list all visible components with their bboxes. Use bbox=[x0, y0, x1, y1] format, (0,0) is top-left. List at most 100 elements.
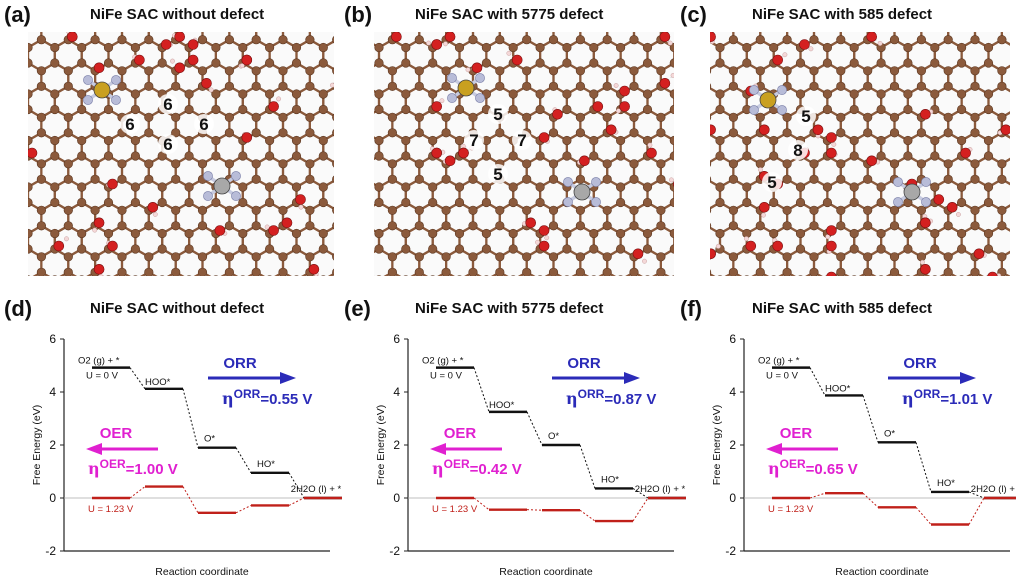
carbon-atom bbox=[877, 136, 886, 145]
carbon-atom bbox=[810, 35, 819, 44]
oxygen-atom bbox=[920, 264, 930, 274]
hydrogen-atom bbox=[93, 228, 97, 232]
carbon-atom bbox=[64, 175, 73, 184]
carbon-atom bbox=[931, 229, 940, 238]
carbon-atom bbox=[509, 152, 518, 161]
carbon-atom bbox=[810, 67, 819, 76]
carbon-atom bbox=[576, 82, 585, 91]
nitrogen-atom bbox=[111, 95, 120, 104]
nitrogen-atom bbox=[921, 177, 930, 186]
carbon-atom bbox=[957, 229, 966, 238]
carbon-atom bbox=[716, 198, 725, 207]
carbon-atom bbox=[630, 160, 639, 169]
carbon-atom bbox=[118, 35, 127, 44]
carbon-atom bbox=[482, 245, 491, 254]
carbon-atom bbox=[212, 152, 221, 161]
carbon-atom bbox=[549, 160, 558, 169]
carbon-atom bbox=[306, 160, 315, 169]
carbon-atom bbox=[388, 129, 397, 138]
y-tick-label: 4 bbox=[393, 385, 400, 399]
carbon-atom bbox=[743, 198, 752, 207]
oxygen-atom bbox=[215, 226, 225, 236]
nitrogen-atom bbox=[777, 105, 786, 114]
carbon-atom bbox=[877, 229, 886, 238]
carbon-atom bbox=[131, 43, 140, 52]
carbon-atom bbox=[37, 35, 46, 44]
oxygen-atom bbox=[710, 249, 716, 259]
carbon-atom bbox=[810, 268, 819, 276]
carbon-atom bbox=[549, 175, 558, 184]
orr-label: ORR bbox=[223, 355, 257, 372]
carbon-atom bbox=[428, 59, 437, 68]
carbon-atom bbox=[265, 152, 274, 161]
orr-overpotential: ηORR=1.01 V bbox=[902, 387, 992, 408]
nitrogen-atom bbox=[231, 171, 240, 180]
carbon-atom bbox=[239, 245, 248, 254]
carbon-atom bbox=[863, 206, 872, 215]
lattice-svg: 585 bbox=[710, 32, 1010, 276]
carbon-atom bbox=[118, 253, 127, 262]
carbon-atom bbox=[158, 59, 167, 68]
carbon-atom bbox=[998, 222, 1007, 231]
panel-letter-b: (b) bbox=[344, 2, 372, 28]
carbon-atom bbox=[77, 198, 86, 207]
carbon-atom bbox=[603, 67, 612, 76]
carbon-atom bbox=[904, 245, 913, 254]
nickel-atom bbox=[904, 184, 920, 200]
carbon-atom bbox=[415, 160, 424, 169]
carbon-atom bbox=[171, 175, 180, 184]
carbon-atom bbox=[455, 229, 464, 238]
carbon-atom bbox=[225, 67, 234, 76]
carbon-atom bbox=[482, 198, 491, 207]
carbon-atom bbox=[877, 245, 886, 254]
carbon-atom bbox=[716, 43, 725, 52]
carbon-atom bbox=[252, 160, 261, 169]
carbon-atom bbox=[863, 67, 872, 76]
carbon-atom bbox=[51, 183, 60, 192]
carbon-atom bbox=[796, 183, 805, 192]
carbon-atom bbox=[823, 198, 832, 207]
carbon-atom bbox=[590, 152, 599, 161]
carbon-atom bbox=[415, 67, 424, 76]
carbon-atom bbox=[877, 90, 886, 99]
carbon-atom bbox=[428, 245, 437, 254]
carbon-atom bbox=[265, 136, 274, 145]
carbon-atom bbox=[563, 43, 572, 52]
oer-label: OER bbox=[100, 425, 133, 442]
oxygen-atom bbox=[867, 156, 877, 166]
carbon-atom bbox=[428, 90, 437, 99]
iron-atom bbox=[458, 80, 474, 96]
nitrogen-atom bbox=[591, 197, 600, 206]
carbon-atom bbox=[957, 198, 966, 207]
carbon-atom bbox=[265, 245, 274, 254]
carbon-atom bbox=[536, 105, 545, 114]
carbon-atom bbox=[388, 222, 397, 231]
carbon-atom bbox=[931, 245, 940, 254]
carbon-atom bbox=[944, 82, 953, 91]
connector-line bbox=[527, 412, 542, 445]
carbon-atom bbox=[877, 59, 886, 68]
state-label-h2o: 2H2O (l) + * bbox=[291, 484, 342, 495]
carbon-atom bbox=[375, 105, 384, 114]
carbon-atom bbox=[455, 136, 464, 145]
ring-size-label: 7 bbox=[517, 131, 526, 150]
carbon-atom bbox=[917, 35, 926, 44]
hydrogen-atom bbox=[440, 99, 444, 103]
oxygen-atom bbox=[202, 78, 212, 88]
carbon-atom bbox=[455, 198, 464, 207]
carbon-atom bbox=[279, 35, 288, 44]
carbon-atom bbox=[729, 67, 738, 76]
carbon-atom bbox=[306, 82, 315, 91]
carbon-atom bbox=[509, 183, 518, 192]
carbon-atom bbox=[375, 229, 384, 238]
oxygen-atom bbox=[188, 55, 198, 65]
carbon-atom bbox=[971, 129, 980, 138]
carbon-atom bbox=[657, 160, 666, 169]
nickel-atom bbox=[214, 178, 230, 194]
carbon-atom bbox=[957, 59, 966, 68]
carbon-atom bbox=[823, 90, 832, 99]
carbon-atom bbox=[171, 222, 180, 231]
